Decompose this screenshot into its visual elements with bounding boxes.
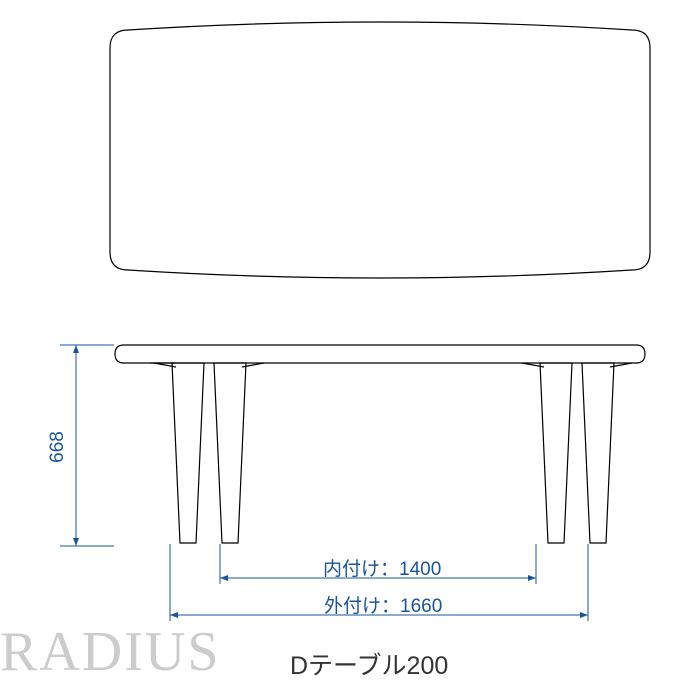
side-view bbox=[115, 345, 645, 543]
outer-width-dimension-label: 外付け：1660 bbox=[324, 591, 442, 618]
product-title: Dテーブル200 bbox=[290, 646, 448, 682]
brand-watermark: RADIUS bbox=[0, 620, 220, 684]
height-dimension-label: 668 bbox=[47, 431, 69, 463]
top-view bbox=[110, 22, 650, 278]
inner-width-dimension-label: 内付け：1400 bbox=[323, 554, 441, 581]
